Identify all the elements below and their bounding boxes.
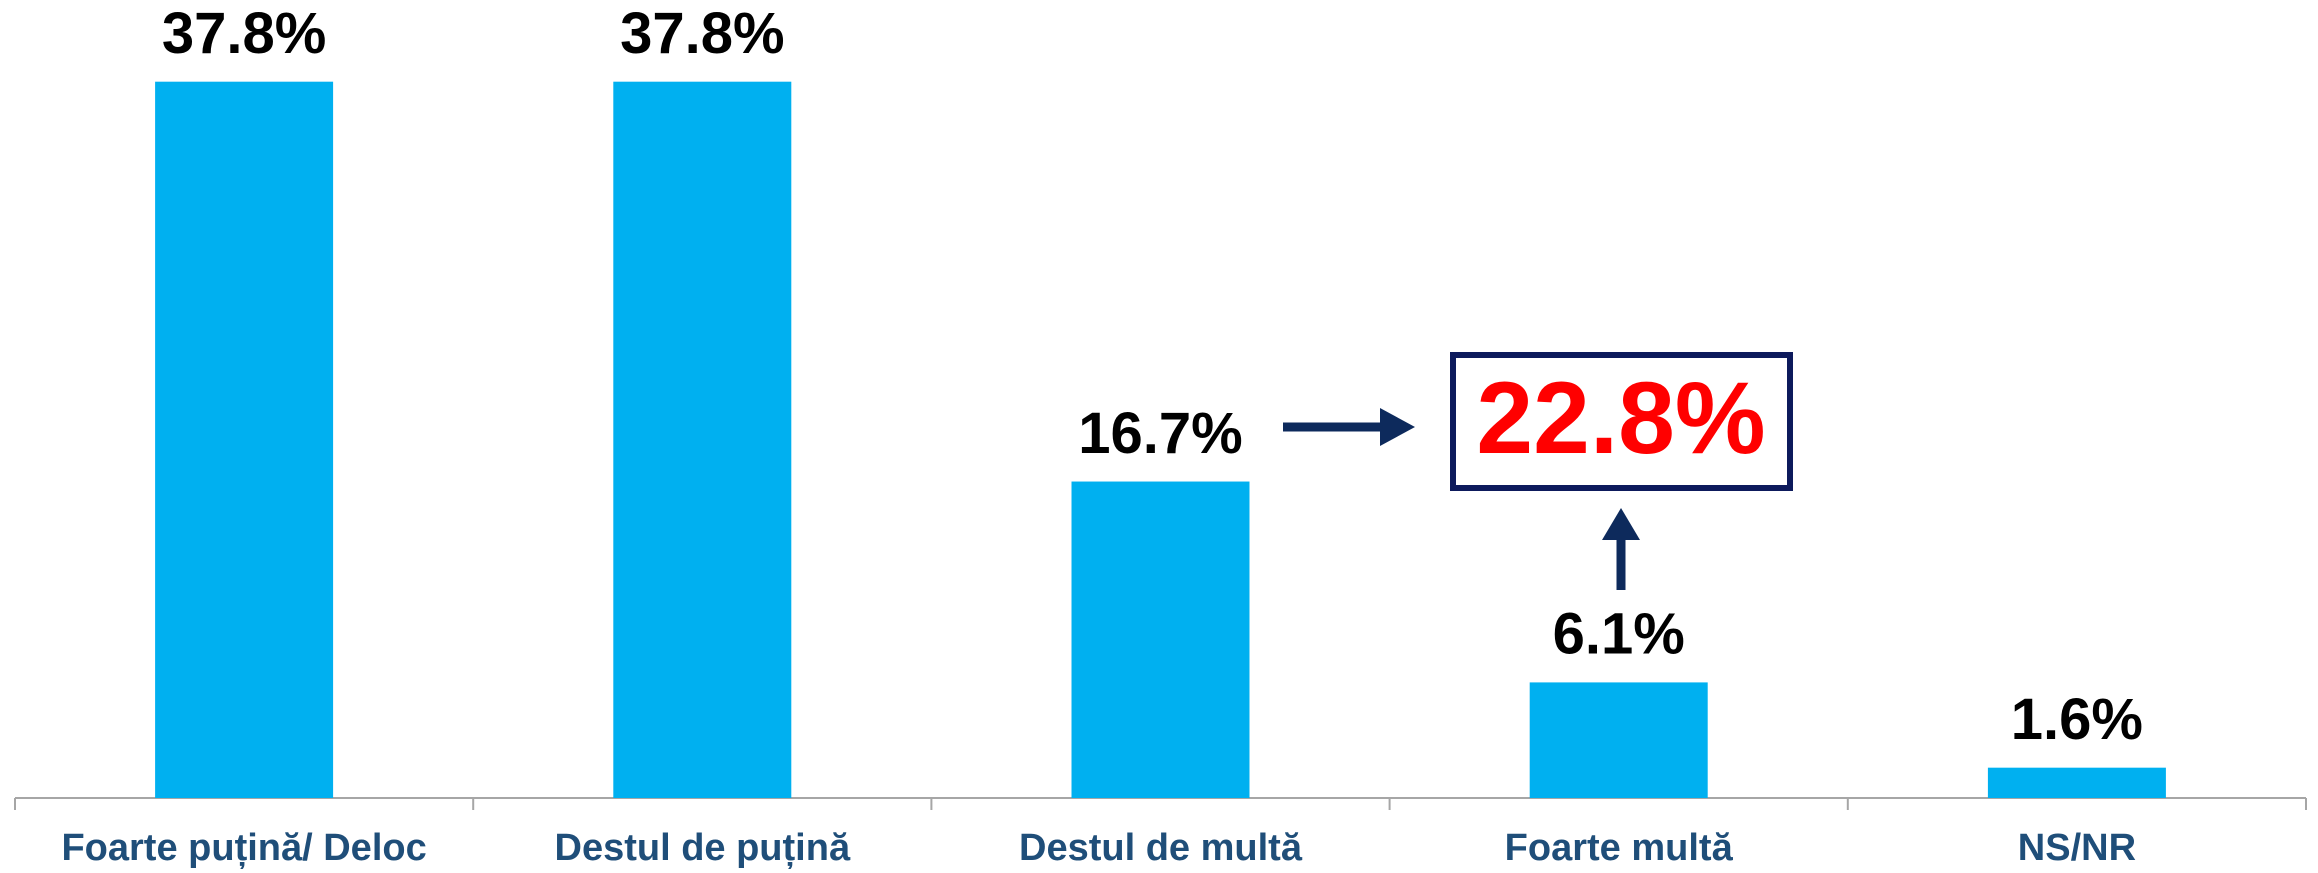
x-tick-label: Foarte puțină/ Deloc <box>61 827 426 869</box>
x-tick-label: NS/NR <box>2018 827 2136 869</box>
value-label: 6.1% <box>1553 602 1685 667</box>
value-label: 16.7% <box>1078 401 1242 466</box>
bar <box>1071 481 1250 798</box>
x-tick-label: Destul de puțină <box>555 827 851 869</box>
value-label: 1.6% <box>2011 687 2143 752</box>
arrow-head <box>1380 408 1415 446</box>
value-label: 37.8% <box>620 1 784 66</box>
annotation: 22.8% <box>1476 361 1765 475</box>
x-tick-label: Destul de multă <box>1019 827 1303 869</box>
annotation-box <box>1450 352 1793 491</box>
value-label: 37.8% <box>162 1 326 66</box>
bar <box>613 81 792 798</box>
bar <box>1987 767 2166 798</box>
arrow-head <box>1602 508 1640 540</box>
x-tick-label: Foarte multă <box>1505 827 1734 869</box>
bar <box>1529 682 1708 798</box>
bar <box>155 81 334 798</box>
